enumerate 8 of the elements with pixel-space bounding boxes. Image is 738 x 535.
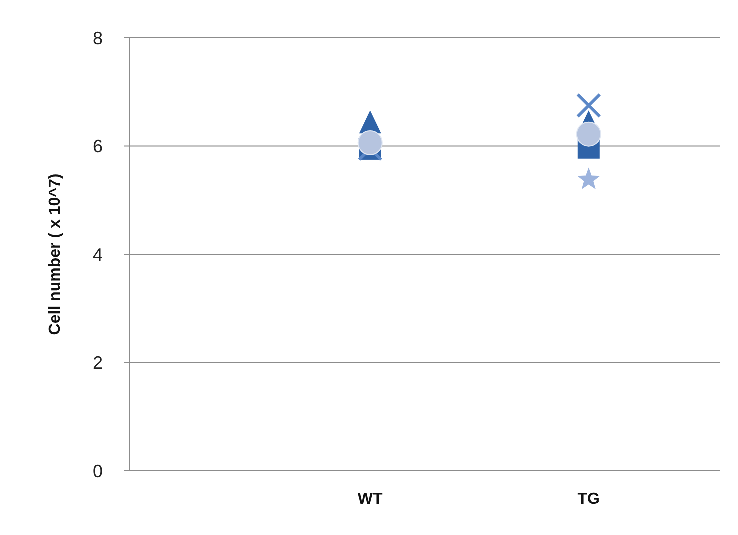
y-axis-title: Cell number ( x 10^7) [47,174,64,336]
x-tick-label: TG [578,491,600,508]
y-tick-label: 0 [92,461,104,482]
x-tick-label: WT [358,491,384,508]
y-tick-label: 6 [92,136,104,157]
y-tick-label: 4 [92,244,104,265]
y-tick-label: 2 [92,353,104,374]
y-tick-label: 8 [92,28,104,48]
